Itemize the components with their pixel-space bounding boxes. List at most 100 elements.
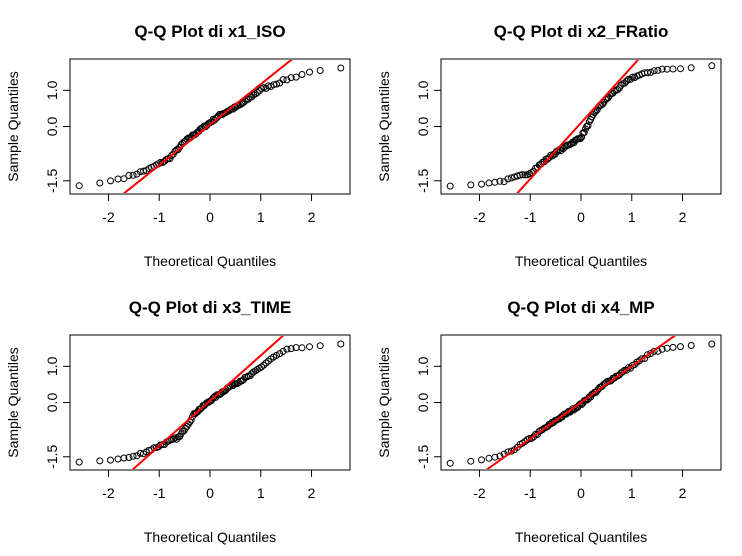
y-tick-label: -1.5	[44, 168, 60, 192]
x-tick-label: -1	[153, 209, 166, 225]
qq-point	[650, 67, 658, 75]
qq-point	[155, 443, 162, 451]
qq-point	[478, 456, 485, 464]
qq-point	[298, 344, 306, 352]
qq-point	[617, 81, 625, 89]
x-tick-label: 1	[628, 209, 636, 225]
x-axis-label: Theoretical Quantiles	[144, 529, 276, 545]
x-axis-label: Theoretical Quantiles	[144, 253, 276, 269]
y-tick-label: 1.0	[44, 356, 60, 376]
qq-point	[627, 75, 634, 83]
qq-point	[467, 181, 475, 189]
qq-point	[708, 340, 716, 348]
qq-point	[535, 427, 543, 435]
y-tick-label: 0.0	[44, 393, 60, 413]
y-tick-label: 0.0	[44, 117, 60, 137]
x-tick-label: 1	[628, 485, 636, 501]
qq-point	[539, 426, 547, 433]
y-axis-label: Sample Quantiles	[5, 71, 21, 182]
qq-point	[129, 452, 137, 460]
x-tick-label: -2	[102, 485, 115, 501]
qq-point	[496, 177, 504, 185]
qq-point	[107, 456, 114, 464]
qq-point	[677, 343, 684, 351]
qq-point	[283, 76, 291, 84]
x-tick-label: 0	[206, 485, 214, 501]
y-tick-label: 1.0	[44, 80, 60, 100]
qq-point	[316, 342, 324, 350]
qq-point	[564, 409, 571, 417]
qq-point	[569, 405, 577, 413]
plot-frame	[440, 58, 722, 195]
qq-point	[658, 345, 666, 353]
qq-point	[677, 65, 684, 73]
panel-title: Q-Q Plot di x3_TIME	[129, 298, 291, 317]
qq-point	[171, 434, 179, 442]
qq-point	[283, 345, 291, 353]
qq-point	[584, 122, 592, 130]
qq-point	[491, 453, 499, 461]
qq-point	[669, 343, 677, 351]
qq-point	[504, 175, 512, 183]
qq-point	[75, 458, 83, 466]
y-tick-label: 0.0	[415, 393, 431, 413]
y-tick-label: 1.0	[415, 356, 431, 376]
qq-point	[528, 434, 535, 442]
qq-reference-line	[516, 60, 640, 193]
x-tick-label: 0	[206, 209, 214, 225]
qq-point	[658, 65, 666, 73]
qq-point	[516, 171, 524, 179]
x-tick-label: 2	[679, 485, 687, 501]
qq-point	[292, 73, 300, 81]
qq-point	[687, 342, 695, 349]
qq-point	[316, 67, 324, 74]
qq-point	[114, 175, 122, 183]
qq-point	[669, 65, 677, 73]
qq-point	[287, 74, 295, 82]
qq-point	[107, 177, 114, 185]
qq-point	[478, 180, 485, 188]
qq-points	[446, 62, 716, 190]
qq-point	[507, 174, 515, 182]
qq-point	[623, 77, 630, 85]
x-tick-label: -1	[524, 209, 537, 225]
qq-point	[687, 64, 695, 72]
qq-reference-line	[122, 60, 293, 193]
x-tick-label: 1	[257, 209, 265, 225]
qq-point	[96, 179, 104, 187]
qq-point	[654, 66, 662, 74]
qq-reference-line	[485, 336, 677, 469]
qq-point	[306, 343, 313, 351]
qq-point	[467, 457, 475, 465]
qq-point	[446, 459, 454, 467]
qq-point	[260, 361, 268, 369]
x-tick-label: -1	[524, 485, 537, 501]
qq-point	[75, 182, 83, 190]
qq-panel-2: Q-Q Plot di x2_FRatio -2 -1 0 1 2 -1.5 0.0 1.0 Th…	[376, 22, 722, 269]
qq-point	[647, 350, 655, 357]
qq-point	[485, 179, 493, 187]
x-tick-label: -2	[473, 209, 486, 225]
qq-point	[279, 76, 287, 84]
qq-point	[631, 361, 639, 368]
qq-panel-4: Q-Q Plot di x4_MP -2 -1 0 1 2 -1.5 0.0 1.0 Theore…	[376, 298, 722, 545]
qq-point	[140, 167, 147, 175]
qq-point	[258, 363, 265, 371]
qq-point	[306, 68, 313, 76]
y-axis-label: Sample Quantiles	[376, 347, 392, 458]
qq-points	[75, 64, 345, 190]
qq-point	[298, 71, 306, 78]
qq-point	[120, 454, 128, 462]
qq-point	[270, 81, 278, 89]
y-tick-label: -1.5	[415, 444, 431, 468]
x-axis-label: Theoretical Quantiles	[515, 529, 647, 545]
qq-point	[496, 452, 504, 460]
x-tick-label: 1	[257, 485, 265, 501]
qq-point	[519, 171, 527, 179]
x-tick-label: 2	[308, 209, 316, 225]
x-axis-label: Theoretical Quantiles	[515, 253, 647, 269]
qq-point	[521, 171, 529, 179]
qq-point	[485, 454, 493, 462]
x-tick-label: -2	[473, 485, 486, 501]
qq-point	[580, 129, 588, 136]
